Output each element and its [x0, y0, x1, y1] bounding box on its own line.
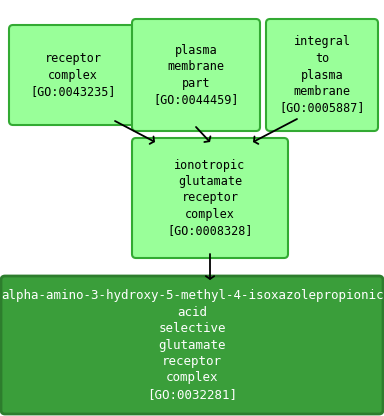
FancyBboxPatch shape [132, 138, 288, 258]
FancyBboxPatch shape [266, 19, 378, 131]
Text: plasma
membrane
part
[GO:0044459]: plasma membrane part [GO:0044459] [153, 44, 239, 106]
Text: alpha-amino-3-hydroxy-5-methyl-4-isoxazolepropionic
acid
selective
glutamate
rec: alpha-amino-3-hydroxy-5-methyl-4-isoxazo… [1, 289, 383, 401]
Text: ionotropic
glutamate
receptor
complex
[GO:0008328]: ionotropic glutamate receptor complex [G… [167, 158, 253, 238]
FancyBboxPatch shape [1, 276, 383, 414]
Text: receptor
complex
[GO:0043235]: receptor complex [GO:0043235] [30, 52, 116, 98]
Text: integral
to
plasma
membrane
[GO:0005887]: integral to plasma membrane [GO:0005887] [279, 35, 365, 114]
FancyBboxPatch shape [9, 25, 137, 125]
FancyBboxPatch shape [132, 19, 260, 131]
